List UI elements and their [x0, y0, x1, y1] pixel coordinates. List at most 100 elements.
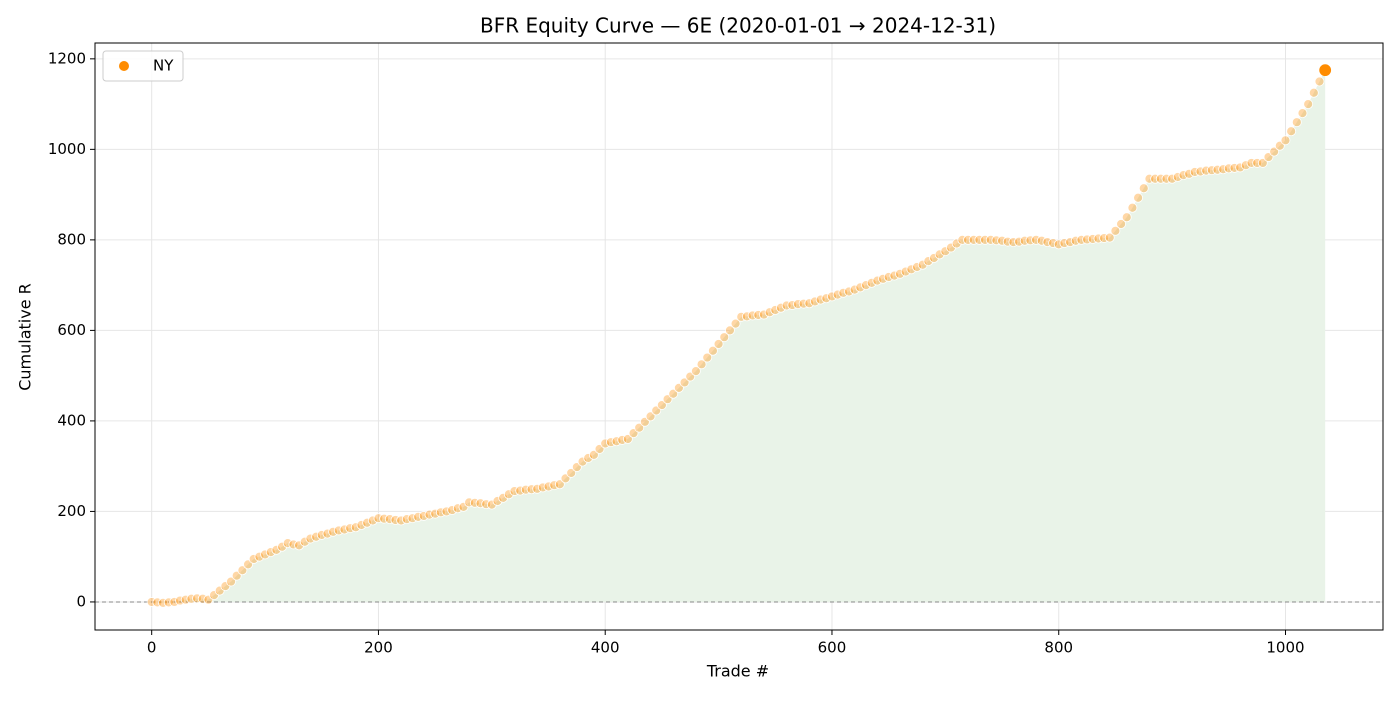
- y-tick-label: 800: [57, 230, 86, 248]
- data-point: [764, 307, 775, 318]
- data-point: [929, 253, 939, 263]
- data-point: [1110, 225, 1121, 236]
- x-tick-label: 0: [147, 639, 157, 657]
- data-point: [696, 359, 707, 370]
- y-tick-label: 400: [57, 411, 86, 429]
- data-point: [1144, 173, 1155, 184]
- data-point: [282, 538, 293, 549]
- data-point: [844, 286, 854, 297]
- data-point: [974, 234, 985, 245]
- data-point: [566, 468, 577, 478]
- data-point: [407, 513, 418, 524]
- legend-label: NY: [153, 57, 174, 75]
- data-point: [963, 234, 973, 245]
- data-point: [1116, 219, 1126, 229]
- data-point: [832, 289, 843, 300]
- data-point: [810, 296, 820, 307]
- data-point: [328, 526, 338, 537]
- data-point: [917, 259, 928, 270]
- data-point: [934, 249, 945, 260]
- data-point: [396, 515, 407, 526]
- data-point: [1246, 158, 1257, 168]
- data-point: [1138, 183, 1149, 194]
- data-point: [1297, 108, 1308, 119]
- data-point: [447, 505, 458, 515]
- y-tick-label: 0: [76, 592, 86, 610]
- legend-box: [102, 50, 184, 82]
- data-point: [356, 520, 367, 530]
- data-point: [305, 533, 316, 544]
- data-point: [1121, 212, 1132, 223]
- x-tick-label: 200: [364, 639, 393, 657]
- data-point: [878, 273, 888, 284]
- data-point: [486, 499, 497, 510]
- data-point: [708, 345, 718, 356]
- data-point: [883, 272, 894, 282]
- data-point: [299, 536, 310, 547]
- equity-area: [151, 70, 1326, 603]
- data-point: [532, 483, 543, 494]
- data-point: [895, 268, 905, 279]
- data-point: [169, 597, 180, 607]
- data-point: [821, 293, 832, 304]
- data-point: [271, 544, 282, 555]
- data-point: [872, 275, 883, 286]
- data-point: [1319, 64, 1332, 77]
- y-tick-label: 1000: [48, 140, 86, 158]
- data-point: [906, 264, 917, 275]
- y-tick-label: 1200: [48, 49, 86, 67]
- data-point: [1252, 158, 1263, 168]
- data-point: [1053, 239, 1064, 250]
- data-point: [1291, 117, 1302, 128]
- data-point: [248, 554, 259, 564]
- data-point: [634, 422, 645, 433]
- data-point: [900, 266, 911, 277]
- x-tick-label: 400: [591, 639, 620, 657]
- legend-marker: [119, 61, 129, 71]
- data-point: [260, 549, 270, 560]
- data-point: [350, 522, 361, 533]
- data-point: [968, 234, 979, 245]
- data-point: [1133, 192, 1143, 203]
- data-point: [702, 352, 713, 363]
- data-point: [861, 280, 871, 291]
- data-point: [600, 438, 611, 449]
- data-point: [759, 309, 769, 320]
- data-point: [1184, 168, 1195, 179]
- data-point: [1308, 87, 1319, 98]
- x-axis-label: Trade #: [706, 662, 769, 681]
- data-point: [776, 302, 786, 313]
- data-point: [1280, 135, 1291, 146]
- data-point: [316, 530, 327, 540]
- data-point: [503, 489, 514, 500]
- data-point: [804, 298, 815, 309]
- data-point: [980, 234, 990, 245]
- data-point: [815, 294, 826, 305]
- data-point: [430, 508, 441, 519]
- data-point: [277, 541, 287, 552]
- data-point: [668, 388, 679, 399]
- data-point: [912, 262, 922, 272]
- data-point: [855, 282, 866, 293]
- data-point: [339, 524, 350, 535]
- data-point: [1257, 158, 1268, 168]
- data-point: [554, 479, 565, 490]
- plot-frame: [94, 42, 1384, 631]
- data-point: [1240, 160, 1251, 171]
- data-point: [1303, 99, 1314, 109]
- data-point: [1314, 76, 1325, 87]
- data-point: [889, 270, 900, 281]
- data-point: [492, 496, 503, 506]
- data-point: [543, 481, 554, 492]
- y-axis-label: Cumulative R: [16, 283, 35, 391]
- x-tick-label: 600: [818, 639, 847, 657]
- data-point: [226, 576, 236, 587]
- data-point: [1178, 170, 1189, 181]
- y-tick-label: 200: [57, 502, 86, 520]
- data-point: [940, 246, 951, 257]
- data-point: [1286, 126, 1297, 137]
- y-tick-label: 600: [57, 321, 86, 339]
- data-point: [1048, 238, 1058, 248]
- data-point: [719, 332, 730, 343]
- chart-title: BFR Equity Curve — 6E (2020-01-01 → 2024…: [480, 14, 996, 38]
